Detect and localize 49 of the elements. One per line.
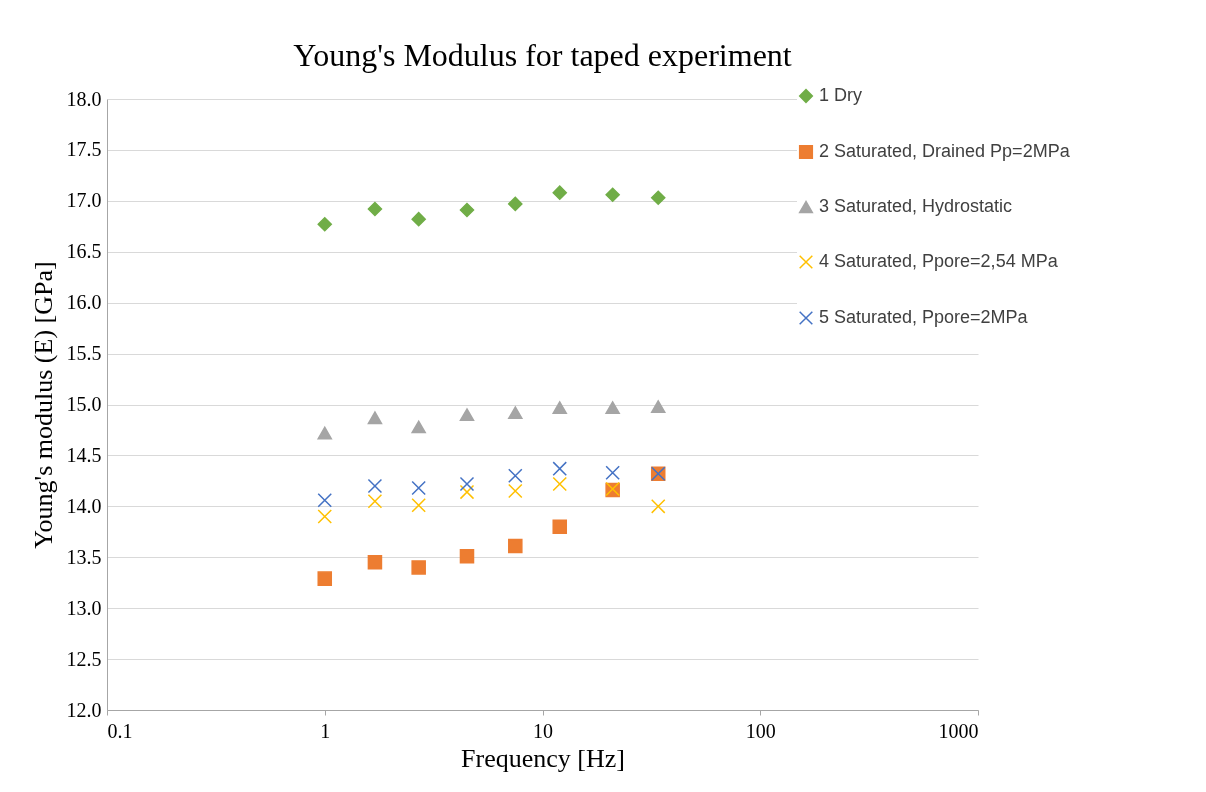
point	[508, 468, 523, 484]
point	[411, 480, 426, 496]
point	[508, 406, 523, 420]
x-tick-label: 0.1	[107, 719, 133, 742]
legend-label: 1 Dry	[819, 85, 863, 105]
point	[411, 420, 426, 434]
point	[508, 483, 523, 499]
point	[411, 211, 426, 227]
legend-label: 3 Saturated, Hydrostatic	[819, 196, 1013, 216]
y-tick-label: 12.5	[66, 647, 102, 670]
legend-label: 5 Saturated, Ppore=2MPa	[819, 307, 1029, 327]
point	[650, 400, 666, 413]
y-tick-label: 18.0	[66, 87, 102, 110]
point	[459, 202, 475, 218]
y-tick-label: 16.0	[66, 291, 102, 314]
y-tick-label: 15.0	[66, 393, 102, 415]
y-tick-label: 15.5	[66, 342, 102, 365]
x-tick-label: 1	[320, 719, 331, 742]
point	[317, 509, 333, 524]
point	[459, 548, 475, 564]
point	[650, 499, 666, 514]
x-tick-label: 100	[745, 719, 776, 742]
y-tick-label: 12.0	[66, 698, 102, 721]
y-axis-title: Young's modulus (E) [GPa]	[28, 261, 58, 549]
y-tick-label: 13.5	[66, 545, 102, 568]
point	[317, 492, 333, 508]
point	[459, 476, 475, 492]
y-tick-label: 17.5	[66, 138, 102, 161]
point	[459, 484, 475, 500]
x-axis-title: Frequency [Hz]	[461, 743, 625, 773]
legend-label: 4 Saturated, Ppore=2,54 MPa	[819, 251, 1059, 271]
y-tick-label: 13.0	[66, 596, 102, 619]
point	[317, 571, 333, 586]
point	[459, 408, 475, 422]
point	[317, 426, 333, 440]
y-tick-label: 17.0	[66, 189, 102, 212]
x-tick-label: 10	[533, 719, 553, 742]
y-tick-label: 14.0	[66, 494, 102, 517]
point	[650, 190, 666, 206]
point	[411, 498, 426, 513]
point	[317, 216, 333, 232]
chart-title: Young's Modulus for taped experiment	[293, 37, 792, 73]
point	[508, 538, 523, 554]
y-tick-label: 14.5	[66, 443, 102, 466]
point	[411, 560, 426, 575]
x-tick-label: 1000	[938, 719, 979, 742]
legend-label: 2 Saturated, Drained Pp=2MPa	[819, 141, 1071, 161]
y-tick-label: 16.5	[66, 240, 102, 263]
point	[508, 196, 523, 212]
